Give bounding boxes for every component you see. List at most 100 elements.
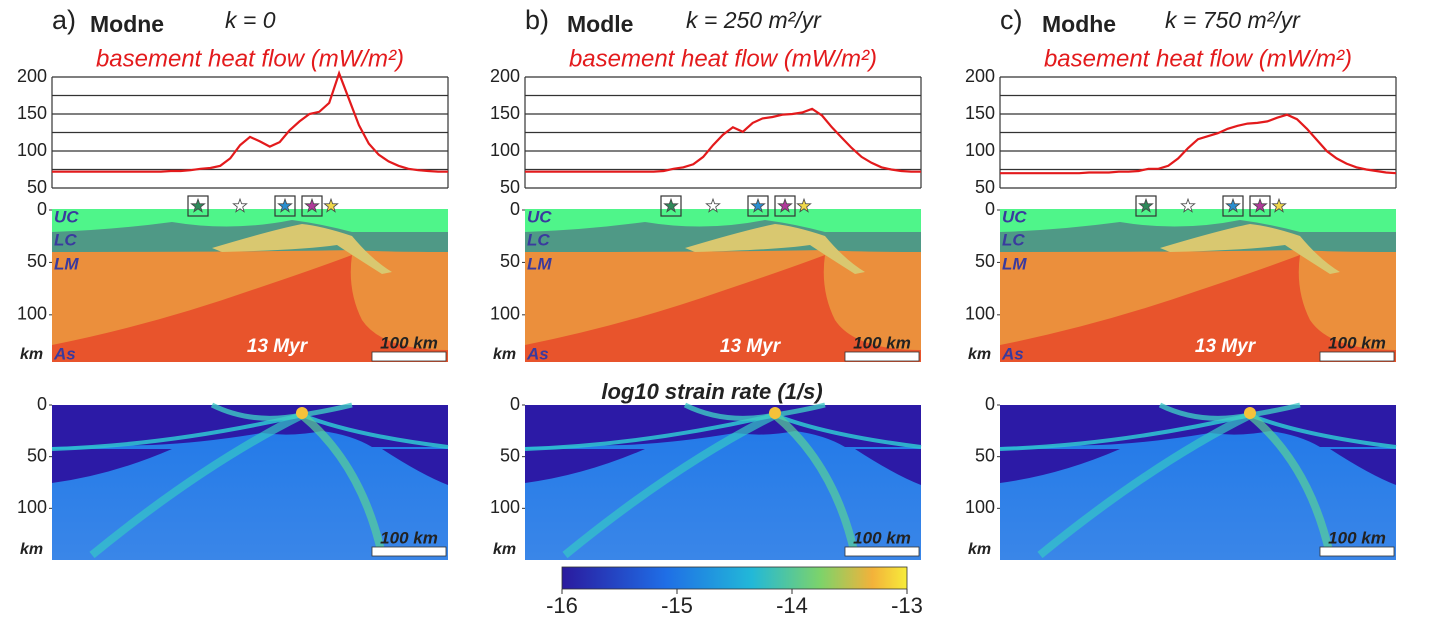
marker-star: [1138, 197, 1154, 213]
heat-flow-line: [1000, 113, 1397, 175]
diffusivity: k = 250 m²/yr: [686, 7, 822, 33]
time-label: 13 Myr: [247, 336, 309, 357]
star-box: [187, 195, 209, 217]
diffusivity: k = 0: [225, 7, 276, 33]
colorbar: [561, 566, 908, 590]
layer-label: LM: [1002, 254, 1027, 273]
marker-star: [277, 197, 293, 213]
star-box: [747, 195, 769, 217]
star-box: [774, 195, 796, 217]
star-box: [1222, 195, 1244, 217]
colorbar-tick-label: -16: [546, 593, 578, 618]
y-tick-label: 200: [965, 66, 995, 86]
y-tick-label: 100: [965, 304, 995, 324]
y-tick-label: 100: [490, 304, 520, 324]
layer-label: LC: [1002, 230, 1025, 249]
marker-star: [663, 197, 679, 213]
layer-label: UC: [527, 207, 552, 226]
model-name: Modle: [567, 11, 633, 37]
low-strain-mantle: [855, 449, 921, 485]
heat-flow-line: [52, 70, 448, 173]
scale-bar: [1319, 546, 1395, 557]
section: [525, 209, 921, 362]
star-box: [1249, 195, 1271, 217]
y-tick-label: 50: [500, 251, 520, 271]
shear-zone: [562, 411, 777, 559]
marker-star: [190, 197, 206, 213]
y-tick-label: 50: [975, 251, 995, 271]
shear-zone: [89, 411, 304, 559]
mantle: [52, 250, 448, 350]
scale-label: 100 km: [380, 528, 438, 547]
y-tick-label: 100: [490, 497, 520, 517]
colorbar-tick-label: -15: [661, 593, 693, 618]
mantle: [1000, 250, 1396, 350]
section: [1000, 209, 1396, 362]
scale-bar: [371, 546, 447, 557]
y-tick-label: 50: [500, 445, 520, 465]
y-tick-label: 50: [27, 177, 47, 197]
unit-label: km: [968, 346, 991, 363]
colorbar-tick-label: -13: [891, 593, 923, 618]
y-tick-label: 100: [965, 497, 995, 517]
marker-star: [705, 197, 721, 213]
layer-label: As: [53, 344, 76, 363]
marker-star: [1271, 197, 1287, 213]
strain-peak: [1244, 407, 1256, 419]
low-strain-mantle: [1000, 449, 1120, 483]
star-box: [301, 195, 323, 217]
y-tick-label: 0: [985, 199, 995, 219]
section: [52, 209, 448, 362]
panel-label: b): [525, 5, 549, 35]
star-box: [1135, 195, 1157, 217]
layer-label: As: [1001, 344, 1024, 363]
unit-label: km: [493, 541, 516, 558]
strain-rate-map: [999, 402, 1397, 560]
scale-bar: [844, 546, 920, 557]
marker-star: [232, 197, 248, 213]
y-tick-label: 100: [490, 140, 520, 160]
strain-peak: [296, 407, 308, 419]
mantle: [525, 250, 921, 350]
panel-label: c): [1000, 5, 1023, 35]
scale-label: 100 km: [1328, 333, 1386, 352]
y-tick-label: 0: [37, 199, 47, 219]
shear-zone: [772, 411, 859, 556]
low-strain-mantle: [382, 449, 448, 485]
y-tick-label: 200: [17, 66, 47, 86]
layer-label: UC: [1002, 207, 1027, 226]
mixed-zone: [1160, 224, 1340, 274]
y-tick-label: 0: [37, 394, 47, 414]
layer-label: UC: [54, 207, 79, 226]
marker-star: [323, 197, 339, 213]
layer-label: LM: [527, 254, 552, 273]
y-tick-label: 200: [490, 66, 520, 86]
strain-rate-map: [524, 402, 922, 560]
shear-zone: [299, 411, 386, 556]
marker-star: [796, 197, 812, 213]
model-name: Modne: [90, 11, 164, 37]
scale-label: 100 km: [380, 333, 438, 352]
layer-label: LC: [527, 230, 550, 249]
unit-label: km: [20, 346, 43, 363]
unit-label: km: [493, 346, 516, 363]
colorbar-tick-label: -14: [776, 593, 808, 618]
time-label: 13 Myr: [1195, 336, 1257, 357]
y-tick-label: 0: [985, 394, 995, 414]
y-tick-label: 100: [17, 140, 47, 160]
scale-label: 100 km: [853, 333, 911, 352]
y-tick-label: 100: [965, 140, 995, 160]
diffusivity: k = 750 m²/yr: [1165, 7, 1301, 33]
layer-label: LM: [54, 254, 79, 273]
y-tick-label: 150: [490, 103, 520, 123]
panel-label: a): [52, 5, 76, 35]
marker-star: [750, 197, 766, 213]
unit-label: km: [20, 541, 43, 558]
chart-title: basement heat flow (mW/m²): [569, 45, 877, 72]
marker-star: [777, 197, 793, 213]
marker-star: [1180, 197, 1196, 213]
strain-rate-map: [51, 402, 449, 560]
model-name: Modhe: [1042, 11, 1116, 37]
y-tick-label: 100: [17, 304, 47, 324]
